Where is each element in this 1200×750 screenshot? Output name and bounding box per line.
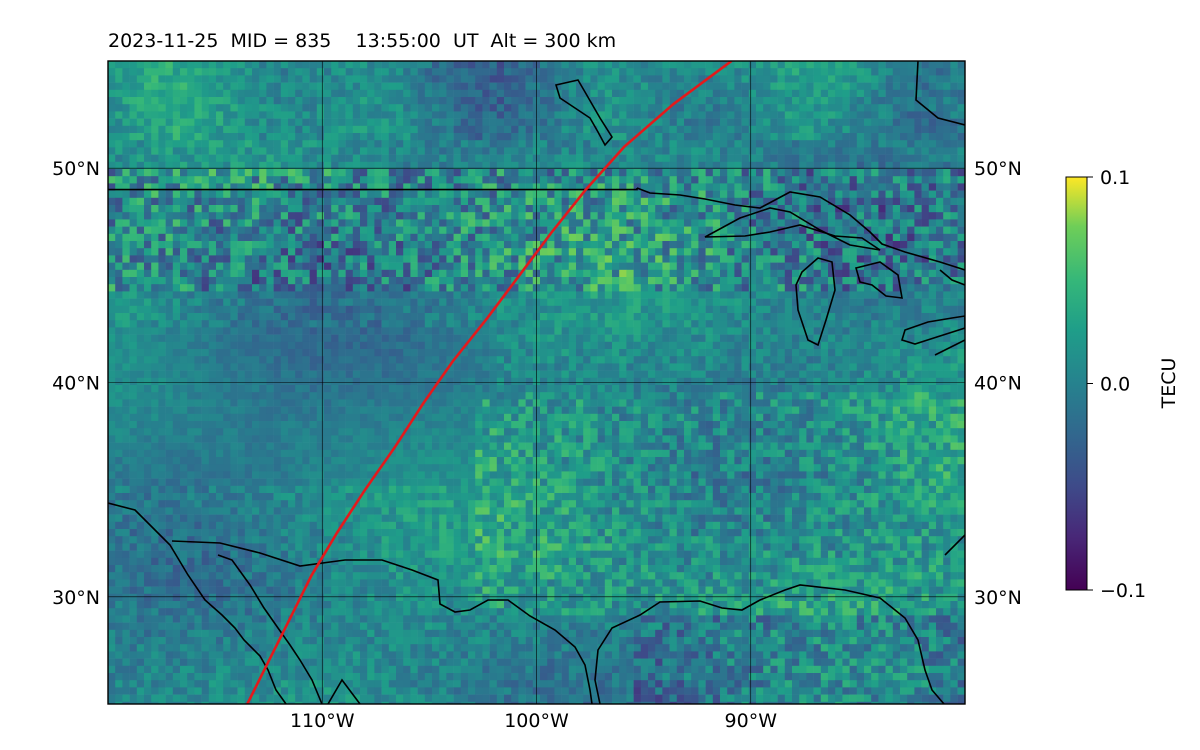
lon-axis: 110°W 100°W 90°W: [290, 710, 777, 732]
map-title: 2023-11-25 MID = 835 13:55:00 UT Alt = 3…: [108, 30, 617, 52]
baja-inner-coast: [217, 554, 323, 704]
lon-tick-label: 100°W: [504, 710, 569, 732]
lon-tick-label: 110°W: [290, 710, 355, 732]
lake-huron-outline: [855, 261, 903, 299]
lat-axis-right: 30°N 40°N 50°N: [974, 158, 1022, 609]
colorbar-tick-label: 0.1: [1100, 167, 1130, 189]
gridlines: [108, 61, 965, 704]
colorbar-tick-label: −0.1: [1100, 580, 1146, 602]
lat-tick-label-left: 40°N: [52, 373, 100, 395]
lat-tick-label-left: 50°N: [52, 158, 100, 180]
baja-california-outline: [108, 502, 287, 704]
mexico-gulf-coast: [327, 678, 361, 704]
mexico-us-border: [171, 540, 593, 704]
coastlines: [108, 61, 965, 704]
lat-tick-label-right: 40°N: [974, 373, 1022, 395]
map-frame: [107, 60, 966, 705]
us-canada-border-east: [636, 187, 965, 271]
colorbar-gradient: [1065, 176, 1088, 591]
ontario-shore: [939, 269, 965, 286]
colorbar-label: TECU: [1158, 358, 1180, 410]
hudson-bay-coast: [915, 61, 965, 126]
lake-superior-outline: [704, 207, 881, 251]
lon-tick-label: 90°W: [725, 710, 778, 732]
colorbar-tick-label: 0.0: [1100, 374, 1130, 396]
lat-tick-label-left: 30°N: [52, 587, 100, 609]
lat-tick-label-right: 30°N: [974, 587, 1022, 609]
lake-winnipeg-outline: [554, 79, 613, 147]
colorbar: 0.1 0.0 −0.1 TECU: [1065, 167, 1180, 602]
tec-grid: [108, 61, 965, 704]
ny-coast: [934, 339, 965, 356]
terminator-line: [246, 61, 733, 704]
lat-tick-label-right: 50°N: [974, 158, 1022, 180]
lat-axis-left: 30°N 40°N 50°N: [52, 158, 100, 609]
lake-erie-outline: [901, 315, 965, 345]
lake-michigan-outline: [795, 257, 836, 347]
colorbar-ticks: 0.1 0.0 −0.1: [1087, 167, 1146, 602]
florida-peninsula: [944, 534, 965, 556]
gulf-coast: [594, 584, 945, 704]
